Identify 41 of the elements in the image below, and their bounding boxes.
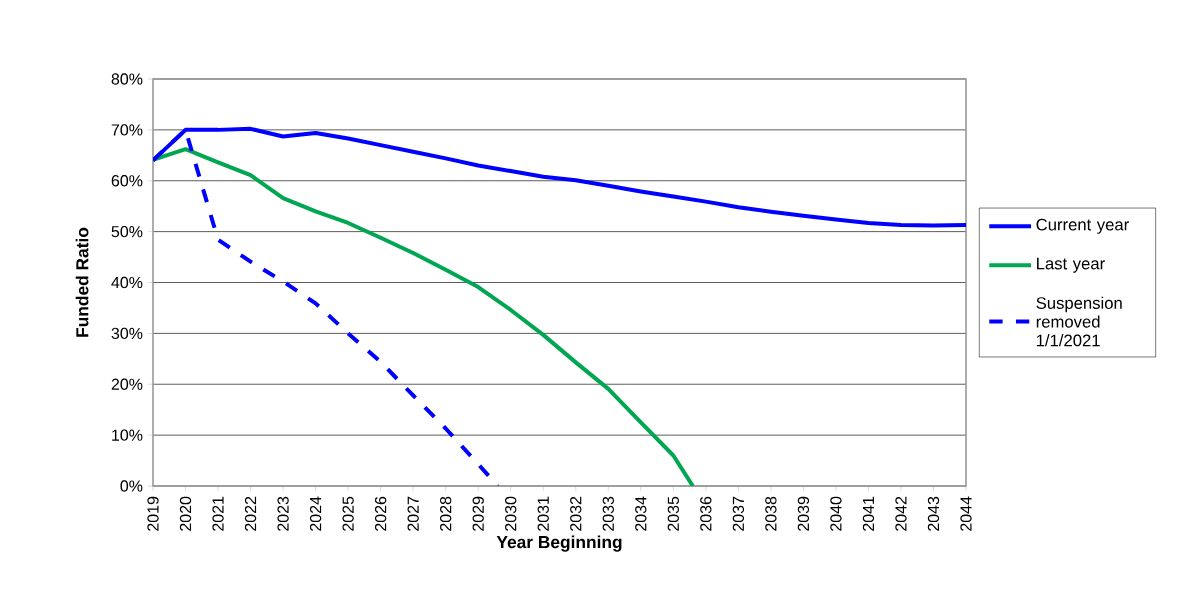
y-tick-label: 30% bbox=[111, 327, 143, 340]
x-tick-label: 2019 bbox=[147, 496, 159, 531]
x-tick-label: 2043 bbox=[927, 496, 940, 531]
x-tick-label: 2039 bbox=[797, 496, 810, 531]
y-tick-label: 10% bbox=[112, 429, 143, 441]
y-tick-label: 0% bbox=[120, 480, 143, 492]
x-tick-label: 2033 bbox=[602, 496, 614, 531]
x-tick-label: 2032 bbox=[570, 496, 582, 531]
y-tick-label: 40% bbox=[111, 276, 143, 289]
x-tick-label: 2037 bbox=[732, 496, 745, 531]
x-tick-label: 2027 bbox=[407, 496, 419, 531]
x-axis-title: Year Beginning bbox=[496, 535, 622, 552]
x-tick-label: 2023 bbox=[277, 496, 289, 531]
x-tick-label: 2024 bbox=[309, 496, 322, 531]
x-tick-label: 2030 bbox=[505, 496, 517, 531]
x-tick-label: 2021 bbox=[212, 496, 224, 531]
legend-label: Suspension removed 1/1/2021 bbox=[1036, 296, 1122, 347]
y-axis-title: Funded Ratio bbox=[75, 227, 89, 337]
legend-label: Current year bbox=[1036, 218, 1129, 234]
x-tick-label: 2035 bbox=[667, 496, 679, 531]
x-tick-label: 2040 bbox=[830, 496, 842, 531]
x-tick-label: 2031 bbox=[537, 496, 549, 531]
x-tick-label: 2044 bbox=[960, 496, 972, 531]
x-tick-label: 2025 bbox=[342, 496, 354, 531]
x-tick-label: 2026 bbox=[374, 496, 387, 531]
x-tick-label: 2020 bbox=[179, 496, 192, 531]
x-tick-label: 2042 bbox=[895, 496, 907, 531]
x-tick-label: 2038 bbox=[765, 496, 777, 531]
y-tick-label: 80% bbox=[111, 73, 143, 85]
legend-label: Last year bbox=[1037, 257, 1105, 273]
x-tick-label: 2028 bbox=[440, 496, 452, 531]
y-tick-label: 70% bbox=[111, 124, 143, 136]
y-tick-label: 20% bbox=[111, 378, 143, 390]
y-tick-label: 50% bbox=[111, 225, 143, 238]
y-tick-label: 60% bbox=[111, 175, 143, 187]
x-tick-label: 2034 bbox=[635, 496, 647, 531]
line-series bbox=[153, 147, 695, 486]
x-tick-label: 2041 bbox=[862, 496, 875, 531]
x-tick-label: 2036 bbox=[700, 496, 712, 531]
x-tick-label: 2029 bbox=[472, 496, 484, 531]
x-tick-label: 2022 bbox=[244, 496, 257, 531]
